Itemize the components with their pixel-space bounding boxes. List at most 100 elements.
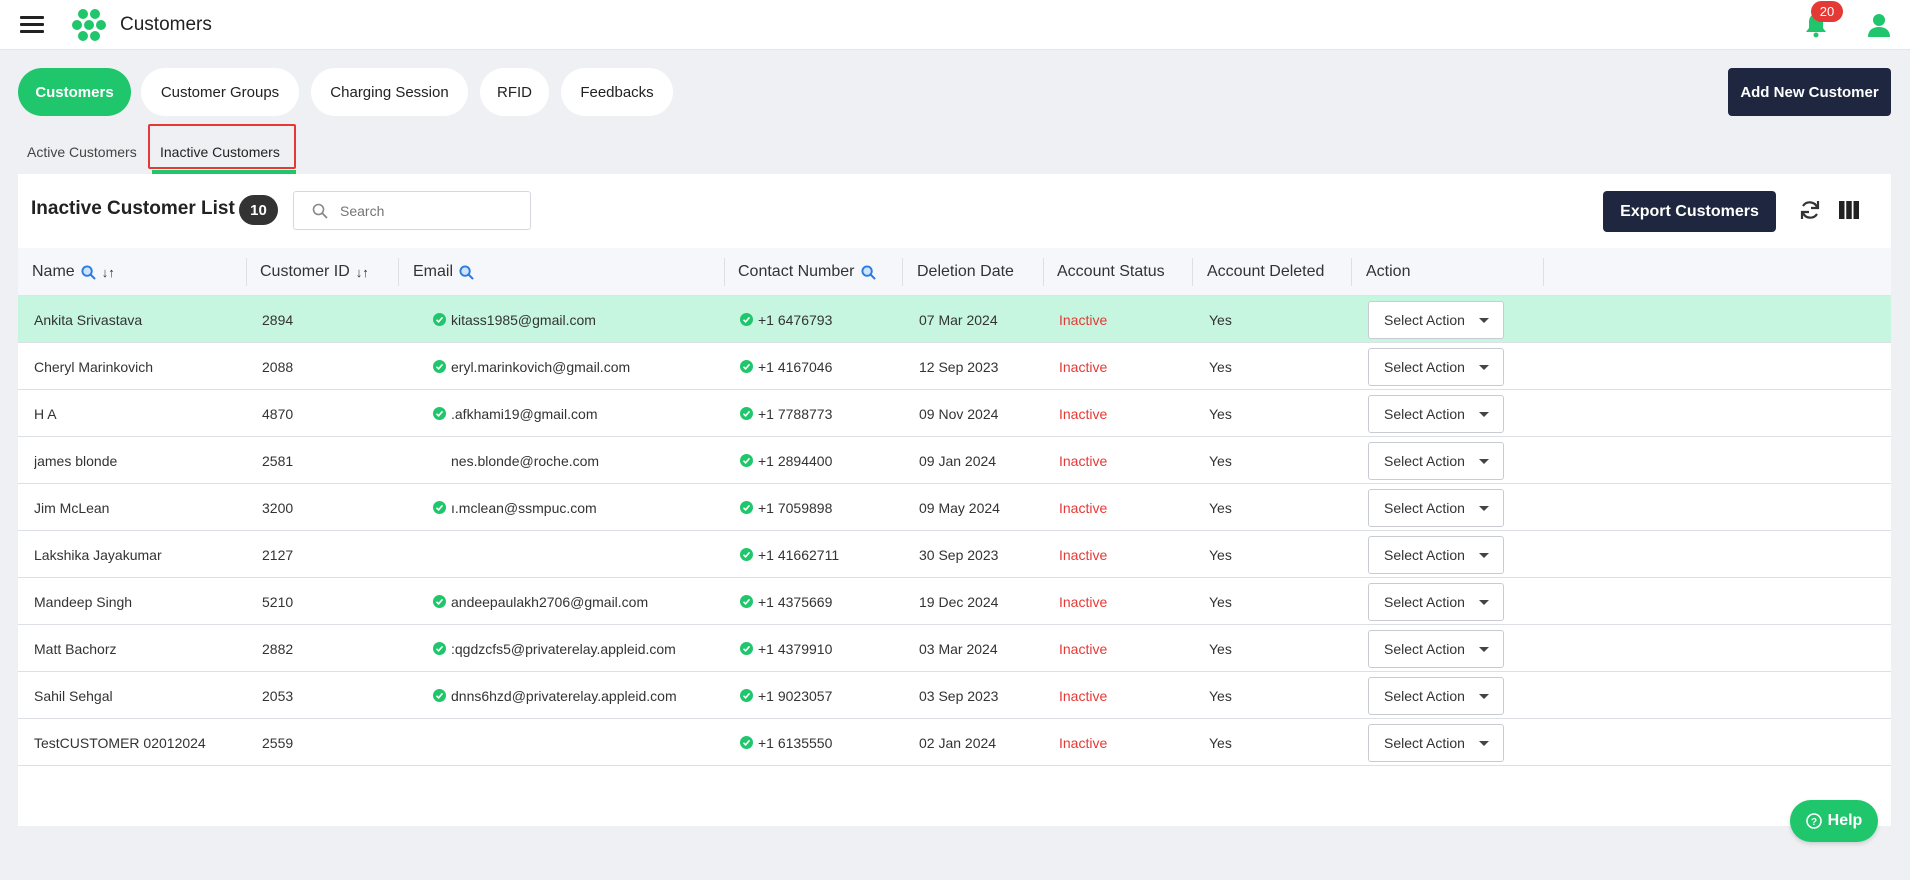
table-row[interactable]: Lakshika Jayakumar 2127 +1 41662711 30 Sep … bbox=[18, 531, 1891, 578]
table-row[interactable]: Mandeep Singh 5210 andeepaulakh2706@gmail.… bbox=[18, 578, 1891, 625]
select-action-dropdown[interactable]: Select Action bbox=[1368, 301, 1504, 339]
customer-list-card: Inactive Customer List 10 Export Custome… bbox=[18, 174, 1891, 826]
sort-icon[interactable]: ↓↑ bbox=[101, 264, 115, 280]
cell-account-deleted: Yes bbox=[1209, 311, 1232, 328]
cell-email: .afkhami19@gmail.com bbox=[433, 390, 718, 437]
add-new-customer-button[interactable]: Add New Customer bbox=[1728, 68, 1891, 116]
cell-account-status: Inactive bbox=[1059, 687, 1108, 704]
table-row[interactable]: Sahil Sehgal 2053 dnns6hzd@privaterelay.ap… bbox=[18, 672, 1891, 719]
help-button[interactable]: ? Help bbox=[1790, 800, 1878, 842]
column-header-email[interactable]: Email bbox=[413, 248, 474, 296]
tab-rfid[interactable]: RFID bbox=[480, 68, 549, 116]
column-header-name[interactable]: Name ↓↑ bbox=[32, 248, 115, 296]
verified-check-icon bbox=[740, 360, 753, 373]
cell-name: james blonde bbox=[34, 452, 118, 469]
table-row[interactable]: Jim McLean 3200 ı.mclean@ssmpuc.com +1 7059… bbox=[18, 484, 1891, 531]
table-header: Name ↓↑ Customer ID ↓↑ Email Contact Num… bbox=[18, 248, 1891, 296]
cell-deletion-date: 02 Jan 2024 bbox=[919, 734, 997, 751]
user-icon[interactable] bbox=[1866, 12, 1892, 38]
verified-check-icon bbox=[433, 595, 446, 608]
columns-icon[interactable] bbox=[1838, 200, 1860, 220]
table-row[interactable]: Matt Bachorz 2882:qgdzcfs5@privaterelay.a… bbox=[18, 625, 1891, 672]
table-row[interactable]: james blonde 2581 nes.blonde@roche.com +1 2… bbox=[18, 437, 1891, 484]
table-row[interactable]: TestCUSTOMER 02012024 2559 +1 6135550 02 Ja… bbox=[18, 719, 1891, 766]
table-row[interactable]: Ankita Srivastava 2894 kitass1985@gmail.co… bbox=[18, 296, 1891, 343]
hamburger-menu-icon[interactable] bbox=[20, 14, 44, 36]
cell-email: andeepaulakh2706@gmail.com bbox=[433, 578, 718, 625]
verified-check-icon bbox=[433, 642, 446, 655]
column-label-email: Email bbox=[413, 263, 454, 280]
subtab-inactive-customers[interactable]: Inactive Customers bbox=[160, 144, 280, 160]
sort-icon[interactable]: ↓↑ bbox=[355, 264, 369, 280]
verified-check-icon bbox=[740, 689, 753, 702]
select-action-dropdown[interactable]: Select Action bbox=[1368, 395, 1504, 433]
column-separator bbox=[1043, 258, 1044, 286]
refresh-icon[interactable] bbox=[1798, 198, 1822, 222]
select-action-dropdown[interactable]: Select Action bbox=[1368, 724, 1504, 762]
cell-contact: +1 4375669 bbox=[740, 578, 858, 625]
cell-customer-id: 2894 bbox=[262, 311, 294, 328]
tab-feedbacks[interactable]: Feedbacks bbox=[561, 68, 673, 116]
tab-customers[interactable]: Customers bbox=[18, 68, 131, 116]
column-separator bbox=[1351, 258, 1352, 286]
column-header-customer-id[interactable]: Customer ID ↓↑ bbox=[260, 248, 369, 296]
cell-customer-id: 2127 bbox=[262, 546, 294, 563]
caret-down-icon bbox=[1479, 506, 1489, 511]
cell-customer-id: 5210 bbox=[262, 593, 294, 610]
cell-contact: +1 7059898 bbox=[740, 484, 858, 531]
email-text: dnns6hzd@privaterelay.appleid.com bbox=[451, 687, 677, 704]
help-label: Help bbox=[1827, 812, 1863, 829]
column-label-contact: Contact Number bbox=[738, 263, 855, 280]
column-header-deletion-date[interactable]: Deletion Date bbox=[917, 263, 1014, 280]
cell-contact: +1 41662711 bbox=[740, 531, 858, 578]
contact-text: +1 7788773 bbox=[758, 405, 833, 422]
select-action-label: Select Action bbox=[1384, 312, 1465, 328]
help-icon: ? bbox=[1805, 813, 1822, 829]
tab-charging-session[interactable]: Charging Session bbox=[311, 68, 468, 116]
contact-text: +1 41662711 bbox=[758, 546, 840, 563]
subtab-active-customers[interactable]: Active Customers bbox=[27, 144, 137, 160]
search-icon[interactable] bbox=[459, 264, 474, 280]
select-action-dropdown[interactable]: Select Action bbox=[1368, 536, 1504, 574]
list-title: Inactive Customer List bbox=[31, 198, 235, 219]
search-icon[interactable] bbox=[860, 264, 876, 280]
select-action-dropdown[interactable]: Select Action bbox=[1368, 583, 1504, 621]
subtab-highlight-box bbox=[148, 124, 296, 169]
cell-contact: +1 4379910 bbox=[740, 625, 858, 672]
cell-customer-id: 2053 bbox=[262, 687, 294, 704]
column-label-name: Name bbox=[32, 263, 75, 280]
caret-down-icon bbox=[1479, 647, 1489, 652]
verified-check-icon bbox=[740, 736, 753, 749]
column-header-account-deleted[interactable]: Account Deleted bbox=[1207, 263, 1325, 280]
column-header-account-status[interactable]: Account Status bbox=[1057, 263, 1165, 280]
select-action-dropdown[interactable]: Select Action bbox=[1368, 489, 1504, 527]
contact-text: +1 2894400 bbox=[758, 452, 833, 469]
email-text: kitass1985@gmail.com bbox=[451, 311, 596, 328]
select-action-dropdown[interactable]: Select Action bbox=[1368, 630, 1504, 668]
tab-customer-groups[interactable]: Customer Groups bbox=[141, 68, 299, 116]
table-row[interactable]: Cheryl Marinkovich 2088 eryl.marinkovich@g… bbox=[18, 343, 1891, 390]
verified-check-icon bbox=[433, 689, 446, 702]
cell-name: Mandeep Singh bbox=[34, 593, 133, 610]
cell-name: Sahil Sehgal bbox=[34, 687, 113, 704]
cell-account-status: Inactive bbox=[1059, 405, 1108, 422]
search-icon[interactable] bbox=[81, 264, 96, 280]
select-action-dropdown[interactable]: Select Action bbox=[1368, 677, 1504, 715]
caret-down-icon bbox=[1479, 741, 1489, 746]
cell-customer-id: 4870 bbox=[262, 405, 294, 422]
column-header-contact[interactable]: Contact Number bbox=[738, 248, 876, 296]
verified-check-icon bbox=[740, 595, 753, 608]
cell-deletion-date: 09 Nov 2024 bbox=[919, 405, 999, 422]
table-row[interactable]: H A 4870 .afkhami19@gmail.com +1 7788773 09 … bbox=[18, 390, 1891, 437]
cell-name: H A bbox=[34, 405, 57, 422]
verified-check-icon bbox=[433, 501, 446, 514]
export-customers-button[interactable]: Export Customers bbox=[1603, 191, 1776, 232]
select-action-dropdown[interactable]: Select Action bbox=[1368, 348, 1504, 386]
select-action-dropdown[interactable]: Select Action bbox=[1368, 442, 1504, 480]
search-box[interactable] bbox=[293, 191, 531, 230]
cell-account-status: Inactive bbox=[1059, 452, 1108, 469]
verified-check-icon bbox=[740, 407, 753, 420]
cell-contact: +1 6476793 bbox=[740, 296, 858, 343]
search-input[interactable] bbox=[340, 202, 520, 219]
column-label-customer-id: Customer ID bbox=[260, 263, 350, 280]
